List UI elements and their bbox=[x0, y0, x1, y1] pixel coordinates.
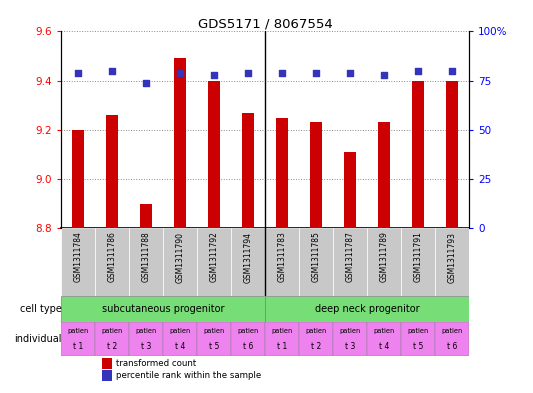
Point bbox=[74, 70, 83, 76]
Bar bbox=[435, 228, 469, 296]
Text: t 1: t 1 bbox=[73, 342, 83, 351]
Text: deep neck progenitor: deep neck progenitor bbox=[315, 304, 419, 314]
Bar bbox=[197, 228, 231, 296]
Text: percentile rank within the sample: percentile rank within the sample bbox=[116, 371, 261, 380]
Text: t 3: t 3 bbox=[141, 342, 151, 351]
Text: individual: individual bbox=[14, 334, 62, 343]
Text: t 3: t 3 bbox=[345, 342, 356, 351]
Text: cell type: cell type bbox=[20, 304, 62, 314]
Bar bbox=[435, 322, 469, 356]
Bar bbox=[412, 81, 424, 228]
Title: GDS5171 / 8067554: GDS5171 / 8067554 bbox=[198, 17, 333, 30]
Point bbox=[176, 70, 184, 76]
Bar bbox=[310, 123, 322, 228]
Bar bbox=[299, 322, 333, 356]
Text: patien: patien bbox=[271, 328, 293, 334]
Text: patien: patien bbox=[374, 328, 395, 334]
Point bbox=[448, 68, 456, 74]
Text: GSM1311783: GSM1311783 bbox=[278, 231, 287, 283]
Bar bbox=[61, 322, 95, 356]
Text: t 5: t 5 bbox=[413, 342, 423, 351]
Point bbox=[414, 68, 422, 74]
Bar bbox=[446, 81, 458, 228]
Text: patien: patien bbox=[135, 328, 157, 334]
Text: GSM1311791: GSM1311791 bbox=[414, 231, 423, 283]
Text: GSM1311788: GSM1311788 bbox=[142, 231, 151, 282]
Bar bbox=[174, 59, 186, 228]
Bar bbox=[61, 228, 95, 296]
Bar bbox=[401, 228, 435, 296]
Point bbox=[380, 72, 389, 78]
Bar bbox=[95, 322, 129, 356]
Text: patien: patien bbox=[238, 328, 259, 334]
Bar bbox=[102, 371, 111, 381]
Text: t 1: t 1 bbox=[277, 342, 287, 351]
Text: t 5: t 5 bbox=[209, 342, 220, 351]
Bar bbox=[163, 228, 197, 296]
Text: patien: patien bbox=[340, 328, 361, 334]
Text: GSM1311792: GSM1311792 bbox=[209, 231, 219, 283]
Text: patien: patien bbox=[441, 328, 463, 334]
Bar bbox=[163, 322, 197, 356]
Point bbox=[278, 70, 286, 76]
Point bbox=[346, 70, 354, 76]
Bar bbox=[344, 152, 356, 228]
Bar bbox=[106, 115, 118, 228]
Bar bbox=[72, 130, 84, 228]
Bar bbox=[299, 228, 333, 296]
Bar bbox=[265, 228, 299, 296]
Bar bbox=[95, 228, 129, 296]
Bar bbox=[265, 296, 469, 322]
Text: transformed count: transformed count bbox=[116, 359, 196, 368]
Text: GSM1311786: GSM1311786 bbox=[108, 231, 117, 283]
Bar bbox=[61, 296, 265, 322]
Text: GSM1311784: GSM1311784 bbox=[74, 231, 83, 283]
Bar bbox=[378, 123, 390, 228]
Text: GSM1311794: GSM1311794 bbox=[244, 231, 253, 283]
Bar bbox=[401, 322, 435, 356]
Point bbox=[210, 72, 219, 78]
Bar bbox=[208, 81, 220, 228]
Bar bbox=[265, 322, 299, 356]
Text: patien: patien bbox=[407, 328, 429, 334]
Bar bbox=[333, 322, 367, 356]
Text: GSM1311789: GSM1311789 bbox=[379, 231, 389, 283]
Bar bbox=[231, 322, 265, 356]
Bar bbox=[231, 228, 265, 296]
Text: patien: patien bbox=[169, 328, 191, 334]
Text: GSM1311785: GSM1311785 bbox=[312, 231, 321, 283]
Text: GSM1311793: GSM1311793 bbox=[448, 231, 457, 283]
Text: patien: patien bbox=[68, 328, 89, 334]
Bar bbox=[129, 322, 163, 356]
Bar bbox=[276, 118, 288, 228]
Text: t 4: t 4 bbox=[379, 342, 389, 351]
Bar bbox=[129, 228, 163, 296]
Point bbox=[312, 70, 320, 76]
Text: patien: patien bbox=[204, 328, 225, 334]
Text: t 6: t 6 bbox=[243, 342, 253, 351]
Bar bbox=[102, 358, 111, 369]
Bar bbox=[367, 322, 401, 356]
Text: t 4: t 4 bbox=[175, 342, 185, 351]
Text: t 6: t 6 bbox=[447, 342, 457, 351]
Text: t 2: t 2 bbox=[311, 342, 321, 351]
Point bbox=[244, 70, 253, 76]
Point bbox=[142, 79, 150, 86]
Text: t 2: t 2 bbox=[107, 342, 117, 351]
Text: subcutaneous progenitor: subcutaneous progenitor bbox=[102, 304, 224, 314]
Point bbox=[108, 68, 117, 74]
Bar bbox=[140, 204, 152, 228]
Bar bbox=[333, 228, 367, 296]
Text: patien: patien bbox=[305, 328, 327, 334]
Text: GSM1311790: GSM1311790 bbox=[176, 231, 185, 283]
Bar bbox=[197, 322, 231, 356]
Text: patien: patien bbox=[102, 328, 123, 334]
Bar bbox=[367, 228, 401, 296]
Bar bbox=[242, 113, 254, 228]
Text: GSM1311787: GSM1311787 bbox=[345, 231, 354, 283]
